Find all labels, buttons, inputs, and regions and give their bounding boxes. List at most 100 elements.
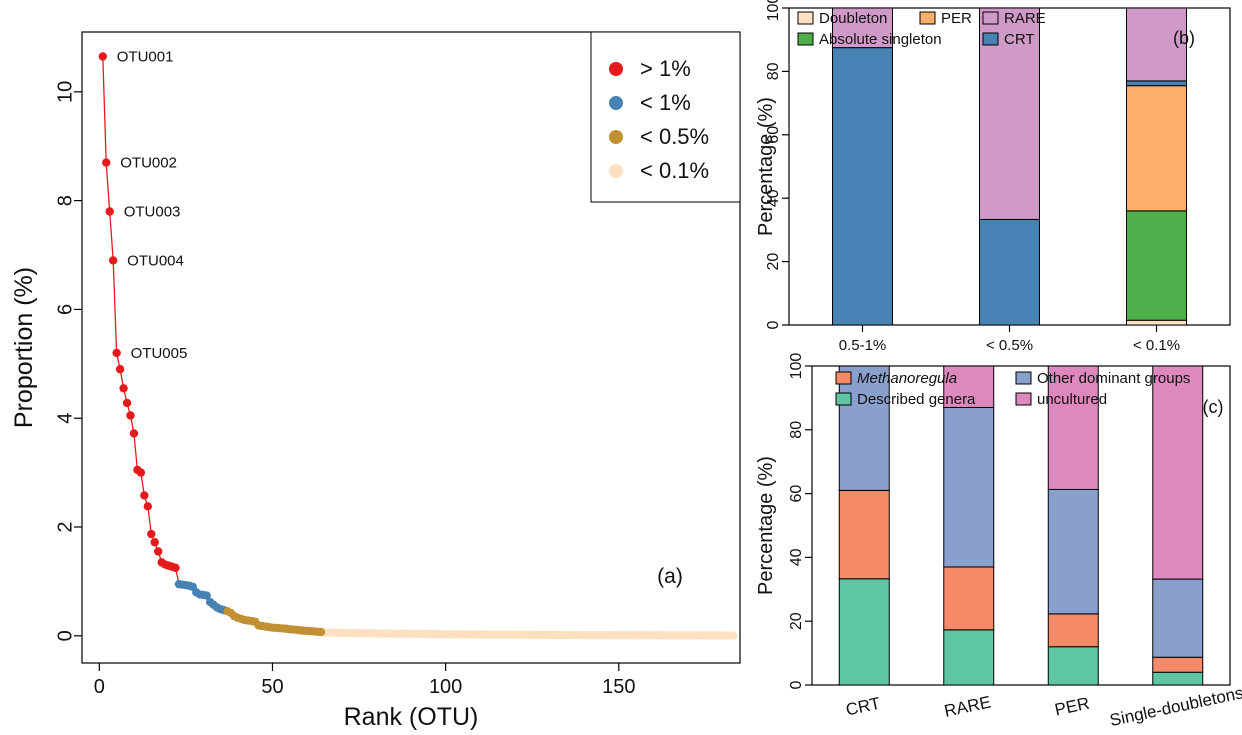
y-axis-label: Proportion (%) (10, 267, 38, 428)
category-label: < 0.1% (1133, 337, 1180, 354)
legend-label: Described genera (857, 391, 976, 408)
data-point (126, 411, 134, 419)
legend-marker (609, 164, 623, 178)
data-point (171, 564, 179, 572)
y-tick-label: 0 (765, 320, 782, 329)
legend-swatch (920, 12, 935, 24)
category-label: 0.5-1% (839, 337, 887, 354)
legend-label: CRT (1004, 31, 1035, 48)
y-tick-label: 60 (788, 485, 805, 503)
y-tick-label: 8 (54, 195, 76, 206)
otu-annotation: OTU005 (131, 345, 188, 362)
legend-swatch (1016, 372, 1031, 384)
bar-segment-doubleton (1127, 320, 1187, 325)
bar-segment-described-genera (944, 630, 994, 685)
y-axis-label: Percentage (%) (755, 97, 777, 236)
bar-segment-per (1127, 86, 1187, 211)
y-tick-label: 6 (54, 304, 76, 315)
y-tick-label: 2 (54, 521, 76, 532)
otu-annotation: OTU004 (127, 252, 184, 269)
data-point (140, 491, 148, 499)
panel-label-b: (b) (1173, 28, 1195, 48)
bar-segment-methanoregula (1048, 614, 1098, 647)
data-point (116, 365, 124, 373)
legend-swatch (798, 12, 813, 24)
data-point (99, 52, 107, 60)
bar-segment-crt (833, 48, 893, 325)
y-tick-label: 80 (765, 62, 782, 80)
bar-segment-methanoregula (1153, 657, 1203, 672)
y-tick-label: 10 (54, 81, 76, 103)
data-point (130, 429, 138, 437)
legend-label: < 0.5% (640, 124, 709, 149)
otu-annotation: OTU002 (120, 155, 177, 172)
bar-segment-described-genera (1048, 647, 1098, 685)
legend-label: PER (941, 10, 972, 27)
data-point (123, 399, 131, 407)
y-tick-label: 100 (765, 0, 782, 21)
data-point (106, 207, 114, 215)
bar-segment-crt (980, 219, 1040, 325)
legend-swatch (983, 33, 998, 45)
legend-label: Methanoregula (857, 370, 957, 387)
legend-label: RARE (1004, 10, 1046, 27)
legend-label: Doubleton (819, 10, 887, 27)
bar-segment-crt (1127, 81, 1187, 86)
legend-label: uncultured (1037, 391, 1107, 408)
legend-label: > 1% (640, 56, 691, 81)
legend-marker (609, 130, 623, 144)
bar-segment-methanoregula (839, 490, 889, 578)
data-point (119, 384, 127, 392)
otu-annotation: OTU001 (117, 48, 174, 65)
legend-marker (609, 62, 623, 76)
category-label: Single-doubletons (1108, 683, 1242, 730)
panel-label-a: (a) (657, 565, 683, 588)
panel-label-c: (c) (1203, 397, 1224, 417)
otu-annotation: OTU003 (124, 204, 181, 221)
bar-segment-absolute-singleton (1127, 211, 1187, 320)
y-tick-label: 20 (765, 253, 782, 271)
x-tick-label: 100 (429, 676, 462, 698)
bar-segment-methanoregula (944, 567, 994, 630)
legend-label: < 0.1% (640, 158, 709, 183)
y-axis-label: Percentage (%) (755, 456, 777, 595)
legend-swatch (1016, 393, 1031, 405)
y-tick-label: 40 (788, 548, 805, 566)
bar-segment-described-genera (1153, 672, 1203, 685)
category-label: PER (1053, 694, 1091, 720)
data-point (154, 547, 162, 555)
category-label: < 0.5% (986, 337, 1033, 354)
panel-c-stacked-bar: 0 20 40 60 80 100 Percentage (%) CRT RARE PER Sing… (755, 353, 1242, 731)
bar-segment-other-dominant-groups (1048, 489, 1098, 613)
data-point (112, 349, 120, 357)
legend-swatch (983, 12, 998, 24)
data-point (151, 538, 159, 546)
legend-swatch (836, 372, 851, 384)
bar-segment-described-genera (839, 579, 889, 685)
legend-label: Absolute singleton (819, 31, 942, 48)
data-point-lt-0.1 (729, 631, 737, 639)
x-tick-label: 150 (602, 676, 635, 698)
legend-label: < 1% (640, 90, 691, 115)
legend-label: Other dominant groups (1037, 370, 1190, 387)
y-tick-label: 100 (788, 353, 805, 380)
bar-segment-uncultured (1153, 366, 1203, 579)
y-tick-label: 20 (788, 612, 805, 630)
data-point (144, 502, 152, 510)
bar-segment-other-dominant-groups (1153, 579, 1203, 657)
data-point (317, 628, 325, 636)
y-tick-label: 0 (54, 630, 76, 641)
panel-a-scatter: 0 50 100 150 0 2 4 6 8 10 Rank (OTU) Proportion (%)… (10, 32, 740, 731)
legend-marker (609, 96, 623, 110)
data-point (109, 256, 117, 264)
y-tick-label: 80 (788, 421, 805, 439)
y-tick-label: 0 (788, 680, 805, 689)
x-axis-label: Rank (OTU) (344, 703, 479, 731)
x-tick-label: 50 (261, 676, 283, 698)
data-point (147, 530, 155, 538)
category-label: RARE (943, 692, 993, 720)
data-point (137, 468, 145, 476)
legend-swatch (798, 33, 813, 45)
bar-segment-other-dominant-groups (944, 407, 994, 566)
